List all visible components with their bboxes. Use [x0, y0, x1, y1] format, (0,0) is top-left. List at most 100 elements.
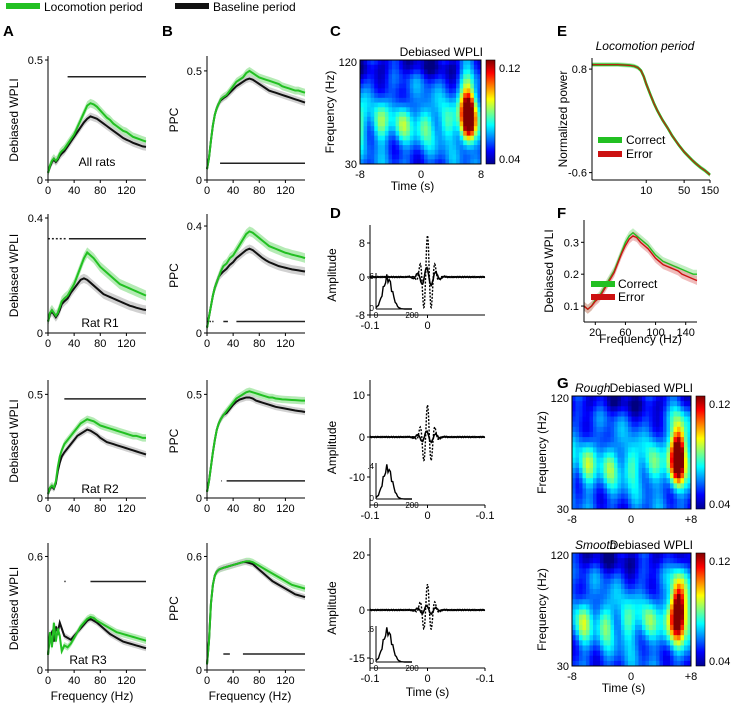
x-tick-label: +8 — [685, 671, 698, 683]
heatmap-cell — [593, 467, 597, 474]
heatmap-cell — [652, 437, 657, 443]
band-locomotion — [207, 557, 305, 668]
heatmap-cell — [395, 130, 400, 137]
heatmap-cell — [477, 121, 482, 127]
heatmap-cell — [621, 604, 625, 610]
x-tick-label: -0.1 — [476, 673, 495, 685]
heatmap-cell — [684, 660, 688, 667]
heatmap-cell — [666, 558, 671, 564]
heatmap-cell — [384, 130, 389, 137]
heatmap-cell — [596, 588, 601, 595]
heatmap-cell — [621, 426, 625, 433]
heatmap-cell — [409, 93, 414, 99]
heatmap-cell — [624, 467, 629, 474]
y-tick-label: 0.8 — [572, 64, 587, 76]
heatmap-cell — [673, 503, 678, 510]
heatmap-cell — [586, 660, 590, 667]
heatmap-cell — [628, 462, 632, 469]
heatmap-cell — [572, 452, 576, 459]
heatmap-cell — [367, 60, 372, 66]
heatmap-cell — [473, 159, 478, 165]
heatmap-cell — [600, 655, 604, 662]
heatmap-cell — [473, 102, 478, 108]
heatmap-cell — [600, 483, 604, 489]
heatmap-cell — [402, 112, 407, 118]
heatmap-cell — [603, 553, 608, 559]
heatmap-cell — [617, 624, 622, 631]
heatmap-cell — [656, 645, 660, 651]
heatmap-cell — [360, 60, 364, 66]
heatmap-cell — [360, 102, 364, 108]
heatmap-cell — [593, 406, 597, 412]
heatmap-cell — [360, 121, 364, 127]
heatmap-cell — [680, 447, 685, 453]
x-axis-label: Time (s) — [406, 685, 450, 699]
heatmap-cell — [434, 60, 439, 66]
heatmap-cell — [628, 588, 632, 595]
heatmap-cell — [628, 437, 632, 443]
heatmap-cell — [663, 452, 667, 459]
heatmap-cell — [420, 126, 425, 132]
heatmap-cell — [473, 64, 478, 70]
heatmap-cell — [614, 431, 618, 438]
heatmap-cell — [445, 112, 450, 118]
heatmap-cell — [572, 447, 576, 453]
heatmap-cell — [652, 588, 657, 595]
heatmap-cell — [680, 583, 685, 590]
heatmap-cell — [607, 406, 611, 412]
colorbar-tick-label: 0.04 — [709, 656, 730, 668]
heatmap-cell — [448, 88, 453, 94]
heatmap-cell — [466, 97, 471, 103]
heatmap-cell — [431, 69, 436, 75]
heatmap-cell — [477, 140, 482, 146]
heatmap-cell — [628, 558, 632, 564]
heatmap-cell — [638, 467, 643, 474]
heatmap-cell — [663, 599, 667, 605]
heatmap-cell — [624, 493, 629, 500]
heatmap-cell — [593, 462, 597, 469]
heatmap-cell — [607, 401, 611, 407]
heatmap-cell — [677, 619, 681, 626]
heatmap-cell — [593, 614, 597, 621]
heatmap-cell — [600, 614, 604, 621]
heatmap-cell — [670, 614, 674, 621]
y-axis-label: Frequency (Hz) — [535, 411, 549, 494]
heatmap-cell — [652, 573, 657, 580]
heatmap-cell — [628, 640, 632, 646]
heatmap-cell — [687, 614, 692, 621]
heatmap-cell — [687, 630, 692, 636]
heatmap-cell — [638, 411, 643, 417]
heatmap-cell — [610, 604, 615, 610]
heatmap-cell — [596, 599, 601, 605]
heatmap-cell — [579, 488, 583, 494]
heatmap-cell — [579, 437, 583, 443]
y-tick-label: 0.5 — [187, 389, 202, 401]
heatmap-cell — [459, 154, 464, 160]
heatmap-cell — [424, 126, 429, 132]
heatmap-cell — [670, 473, 674, 479]
x-tick-label: 0 — [424, 673, 430, 685]
x-tick-label: 50 — [678, 185, 690, 197]
heatmap-cell — [360, 159, 364, 165]
heatmap-cell — [575, 660, 580, 667]
heatmap-cell — [575, 457, 580, 464]
heatmap-cell — [456, 130, 461, 137]
heatmap-cell — [666, 473, 671, 479]
heatmap-cell — [431, 64, 436, 70]
x-tick-label: 80 — [253, 503, 265, 515]
colorbar-tick-label: 0.12 — [499, 63, 520, 75]
heatmap-cell — [402, 60, 407, 66]
heatmap-cell — [456, 83, 461, 89]
heatmap-cell — [582, 406, 587, 412]
heatmap-cell — [363, 78, 368, 85]
heatmap-cell — [684, 478, 688, 484]
heatmap-cell — [673, 619, 678, 626]
heatmap-cell — [666, 588, 671, 595]
heatmap-cell — [638, 573, 643, 580]
heatmap-cell — [628, 442, 632, 448]
heatmap-cell — [575, 573, 580, 580]
heatmap-cell — [575, 599, 580, 605]
heatmap-cell — [652, 563, 657, 569]
heatmap-cell — [635, 411, 639, 417]
